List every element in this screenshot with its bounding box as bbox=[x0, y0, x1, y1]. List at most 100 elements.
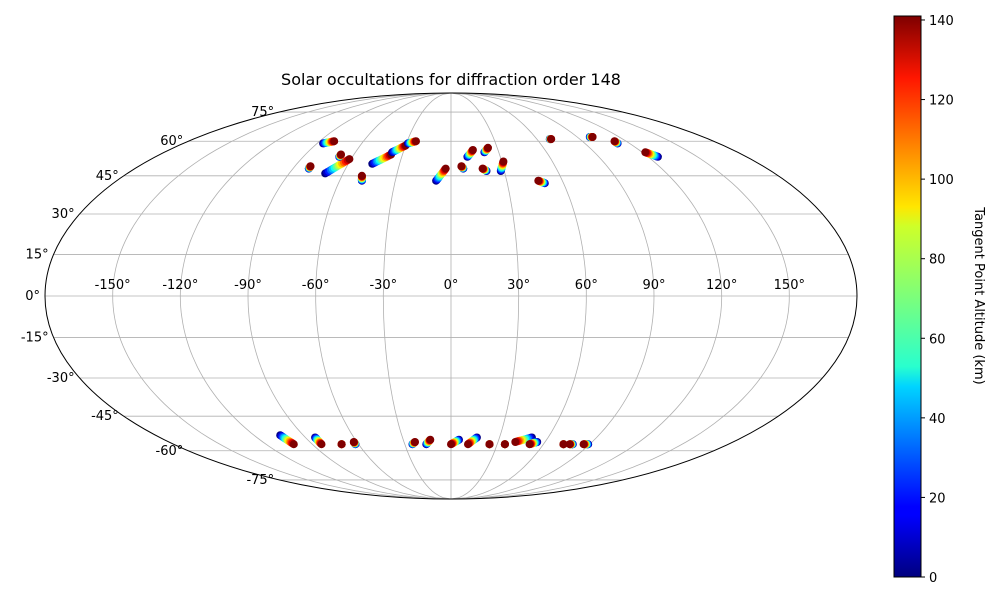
occultation-point bbox=[485, 440, 494, 449]
occultation-point bbox=[547, 135, 556, 144]
occultation-point bbox=[337, 150, 345, 159]
chart-title: Solar occultations for diffraction order… bbox=[281, 70, 621, 89]
lat-tick-label: 60° bbox=[160, 134, 183, 149]
occultation-point bbox=[457, 162, 466, 171]
occultation-point bbox=[426, 435, 435, 444]
occultation-track bbox=[511, 433, 536, 446]
occultation-point bbox=[337, 440, 346, 449]
lat-tick-label: -30° bbox=[47, 371, 75, 386]
occultation-point bbox=[345, 155, 354, 164]
lon-tick-label: -30° bbox=[369, 278, 397, 293]
occultation-point bbox=[411, 438, 419, 446]
lon-tick-label: 30° bbox=[507, 278, 530, 293]
occultation-track bbox=[579, 440, 593, 449]
occultation-track bbox=[485, 440, 494, 449]
occultation-track bbox=[357, 171, 366, 185]
colorbar-tick-label: 60 bbox=[929, 332, 946, 347]
lon-tick-label: -120° bbox=[162, 278, 198, 293]
occultation-point bbox=[588, 133, 597, 141]
colorbar-tick-label: 80 bbox=[929, 253, 946, 268]
occultation-track bbox=[496, 157, 508, 175]
occultation-point bbox=[441, 164, 450, 173]
lat-tick-label: 75° bbox=[251, 105, 274, 120]
lon-tick-label: 90° bbox=[642, 278, 665, 293]
occultation-point bbox=[306, 162, 315, 171]
occultation-track bbox=[610, 137, 622, 148]
lon-tick-label: 0° bbox=[444, 278, 459, 293]
occultation-track bbox=[408, 438, 419, 449]
occultation-point bbox=[464, 440, 472, 449]
occultation-point bbox=[511, 438, 520, 446]
colorbar-tick-label: 0 bbox=[929, 571, 937, 586]
graticule-grid bbox=[45, 92, 857, 500]
occultation-track bbox=[585, 133, 597, 141]
colorbar-tick-label: 40 bbox=[929, 412, 946, 427]
occultation-track bbox=[337, 440, 346, 449]
colorbar-tick-label: 20 bbox=[929, 491, 946, 506]
occultation-track bbox=[559, 440, 568, 449]
occultation-track bbox=[276, 431, 298, 449]
occultation-track bbox=[432, 164, 450, 185]
occultation-track bbox=[403, 137, 420, 148]
lon-tick-label: 120° bbox=[706, 278, 737, 293]
lon-tick-label: -60° bbox=[302, 278, 330, 293]
map-boundary bbox=[44, 92, 858, 500]
occultation-track bbox=[368, 150, 396, 168]
lat-tick-label: -60° bbox=[156, 444, 184, 459]
lon-tick-label: 150° bbox=[774, 278, 805, 293]
longitude-tick-labels: -150° -120° -90° -60° -30° 0° 30° 60° 90° 120° 150… bbox=[95, 278, 805, 293]
lat-tick-label: 0° bbox=[25, 289, 40, 304]
colorbar bbox=[893, 15, 922, 578]
occultation-point bbox=[641, 148, 650, 157]
occultation-point bbox=[478, 164, 487, 173]
lat-tick-label: -45° bbox=[91, 409, 119, 424]
occultation-track bbox=[321, 155, 354, 178]
occultation-point bbox=[412, 137, 420, 146]
occultation-track bbox=[641, 148, 662, 161]
occultation-track bbox=[478, 164, 491, 175]
colorbar-tick-label: 120 bbox=[929, 94, 954, 109]
colorbar-tick-label: 100 bbox=[929, 173, 954, 188]
occultation-point bbox=[484, 143, 492, 152]
occultation-points bbox=[276, 133, 662, 449]
occultation-point bbox=[330, 137, 339, 146]
occultation-track bbox=[545, 135, 556, 144]
lon-tick-label: -150° bbox=[95, 278, 131, 293]
occultation-point bbox=[579, 440, 588, 449]
lon-tick-label: 60° bbox=[575, 278, 598, 293]
lat-tick-label: -75° bbox=[246, 473, 274, 488]
occultation-point bbox=[534, 176, 543, 185]
occultation-track bbox=[500, 440, 509, 449]
occultation-point bbox=[468, 146, 477, 154]
occultation-point bbox=[610, 137, 619, 146]
occultation-track bbox=[311, 433, 326, 449]
occultation-track bbox=[422, 435, 435, 449]
occultation-track bbox=[335, 150, 345, 161]
occultation-point bbox=[499, 157, 508, 166]
occultation-track bbox=[534, 176, 549, 188]
lat-tick-label: 30° bbox=[52, 207, 75, 222]
lat-tick-label: -15° bbox=[21, 331, 49, 346]
occultation-track bbox=[457, 162, 468, 173]
lat-tick-label: 45° bbox=[96, 169, 119, 184]
lat-tick-label: 15° bbox=[26, 247, 49, 262]
colorbar-tick-label: 140 bbox=[929, 14, 954, 29]
occultation-point bbox=[559, 440, 568, 449]
occultation-point bbox=[317, 440, 326, 449]
colorbar-ticks: 0 20 40 60 80 100 120 140 bbox=[921, 14, 954, 586]
occultation-track bbox=[525, 438, 542, 449]
occultation-track bbox=[304, 162, 315, 173]
occultation-track bbox=[480, 143, 492, 157]
occultation-point bbox=[289, 440, 298, 449]
occultation-point bbox=[349, 438, 358, 446]
occultation-point bbox=[447, 440, 455, 449]
occultation-point bbox=[565, 440, 574, 449]
latitude-tick-labels: 75° 60° 45° 30° 15° 0° -15° -30° -45° -60° -75° bbox=[21, 105, 274, 488]
lon-tick-label: -90° bbox=[234, 278, 262, 293]
occultation-track bbox=[319, 137, 339, 148]
occultation-track bbox=[349, 438, 360, 449]
occultation-track bbox=[464, 433, 481, 449]
occultation-track bbox=[565, 440, 577, 449]
occultation-point bbox=[525, 440, 534, 449]
occultation-track bbox=[463, 146, 477, 161]
